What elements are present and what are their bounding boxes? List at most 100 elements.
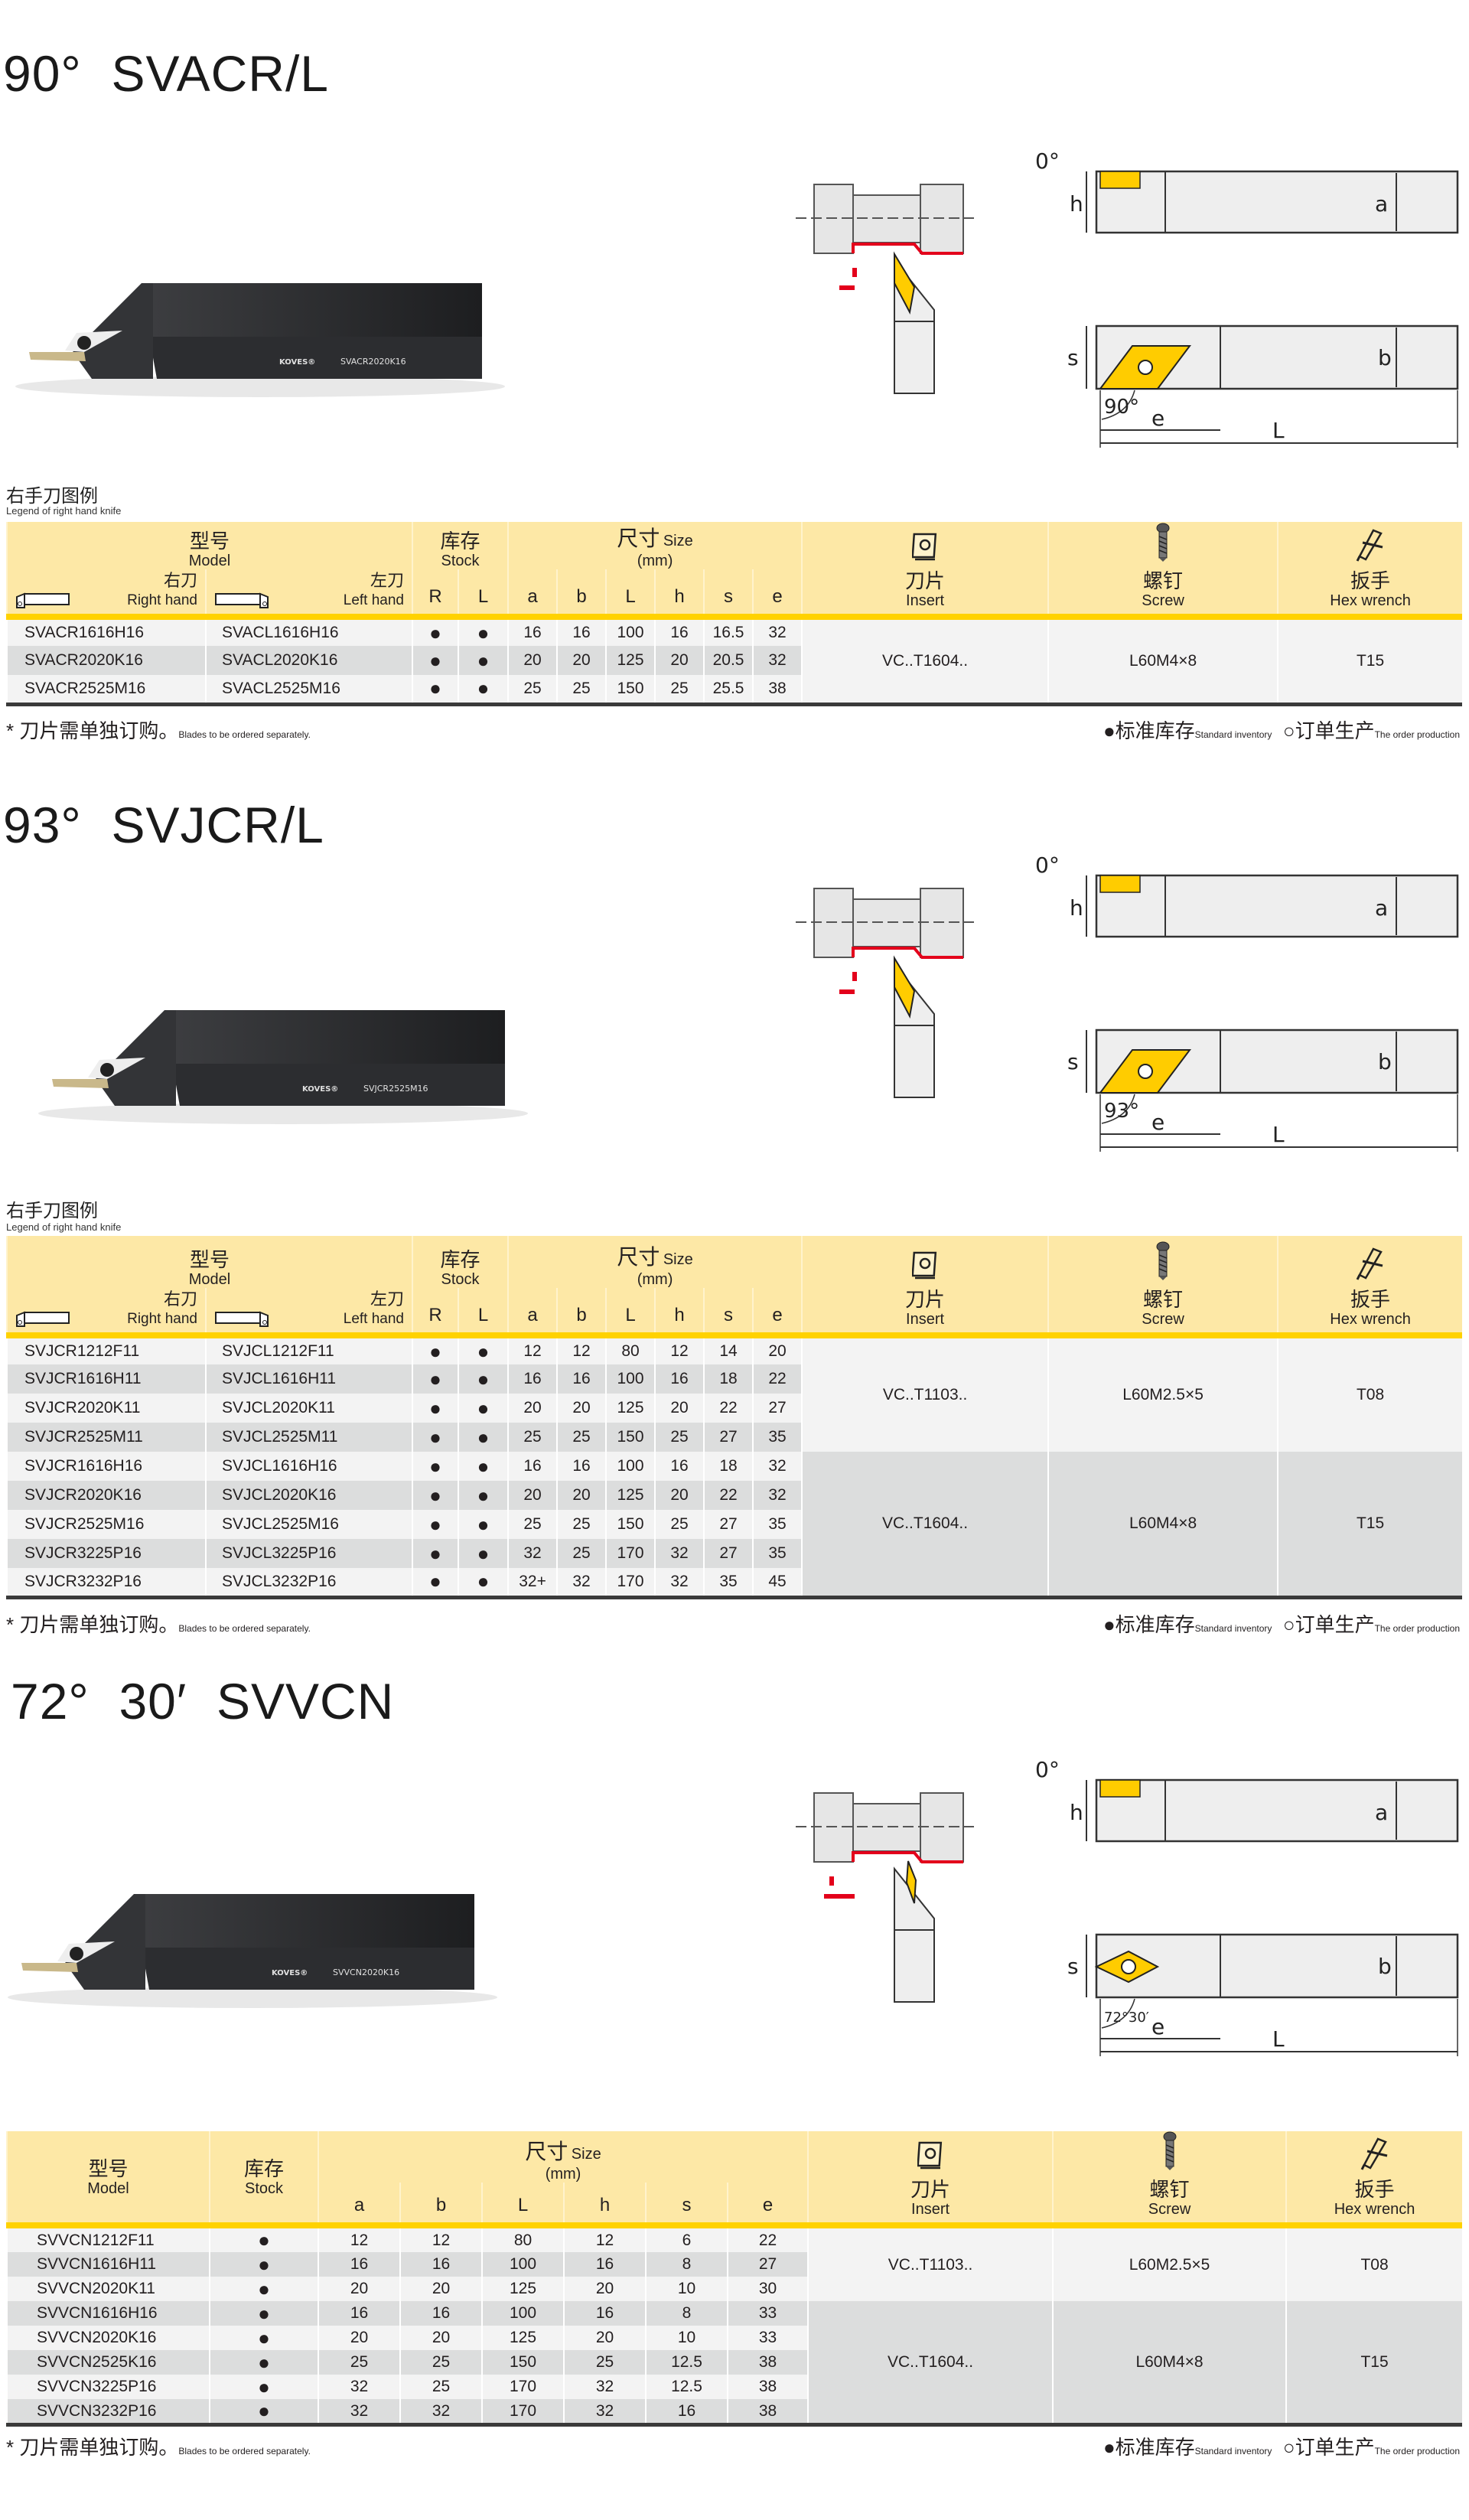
legend-title: 右手刀图例: [6, 486, 98, 507]
cell-stock_l: ●: [458, 1394, 509, 1423]
tool-body-top: [153, 283, 482, 337]
cell-e: 32: [752, 646, 803, 675]
cell-a: 32: [318, 2375, 400, 2399]
tool-top-view: [1086, 1029, 1459, 1152]
cell-insert: VC..T1604..: [801, 617, 1049, 706]
table-row: SVJCR2020K16 SVJCL2020K16 ● ● 20 20 125 20 22 32: [6, 1481, 1462, 1510]
wrench-label-en: Hex wrench: [1330, 1311, 1411, 1328]
cell-s: 27: [703, 1510, 754, 1539]
dim-L-label: L: [1272, 2026, 1285, 2052]
cell-h: 32: [654, 1539, 705, 1568]
stock-l: L: [477, 586, 489, 607]
insert-label-en: Insert: [911, 2201, 950, 2218]
screw-label-cn: 螺钉: [1143, 1288, 1184, 1311]
model-en: Model: [188, 553, 231, 569]
cell-a: 20: [507, 1394, 558, 1423]
screw-label-en: Screw: [1142, 1311, 1184, 1328]
cell-h: 12: [563, 2225, 646, 2252]
dim-L-label: L: [1272, 1122, 1285, 1147]
cell-stock_r: ●: [412, 1568, 459, 1599]
cell-screw: L60M4×8: [1047, 1452, 1278, 1599]
cell-e: 33: [726, 2301, 809, 2326]
size-en: Size: [571, 2146, 601, 2163]
tool-head: [65, 1894, 145, 1990]
cell-h: 32: [563, 2375, 646, 2399]
cell-e: 35: [752, 1423, 803, 1452]
cell-stock_r: ●: [412, 1394, 459, 1423]
cell-left: SVJCL3225P16: [204, 1539, 413, 1568]
model-cn: 型号: [190, 530, 230, 553]
model-header: 型号 Model: [6, 2131, 210, 2228]
right-hand-header: 右刀 Right hand: [6, 569, 206, 620]
lead-angle-label: 93°: [1104, 1100, 1139, 1123]
cell-model: SVVCN2020K16: [6, 2326, 210, 2350]
tool-side-view: [1086, 874, 1459, 938]
tool-body-side: [149, 337, 482, 379]
table-row: SVJCR1212F11 SVJCL1212F11 ● ● 12 12 80 12 14 20 VC…: [6, 1335, 1463, 1452]
cell-screw: L60M2.5×5: [1047, 1335, 1278, 1452]
cell-b: 25: [556, 1423, 607, 1452]
cell-e: 22: [726, 2225, 809, 2252]
stock-l-header: L: [458, 569, 509, 620]
cell-b: 16: [556, 617, 607, 646]
insert-icon: [911, 533, 937, 561]
cell-b: 25: [556, 1510, 607, 1539]
cell-h: 16: [563, 2252, 646, 2277]
cell-stock_l: ●: [458, 1568, 509, 1599]
cell-b: 32: [556, 1568, 607, 1599]
cell-stock: ●: [209, 2326, 318, 2350]
cell-b: 25: [399, 2350, 482, 2375]
footnote-en: Blades to be ordered separately.: [178, 1623, 311, 1634]
cell-s: 8: [645, 2301, 728, 2326]
wrench-label-en: Hex wrench: [1330, 592, 1411, 609]
cell-left: SVJCL1616H16: [204, 1452, 413, 1481]
cell-right: SVJCR1212F11: [6, 1335, 206, 1364]
footnote-en: Blades to be ordered separately.: [178, 2446, 311, 2456]
table-row: SVVCN2020K11 ● 20 20 125 20 10 30: [6, 2277, 1462, 2301]
size-header: 尺寸 Size (mm): [507, 522, 803, 569]
rake-angle-label: 0°: [1035, 1757, 1060, 1782]
dim-label: L: [625, 586, 636, 607]
size-en: Size: [663, 1251, 693, 1268]
cell-e: 27: [726, 2252, 809, 2277]
standard-en: Standard inventory: [1194, 729, 1272, 740]
cell-model: SVVCN2020K11: [6, 2277, 210, 2301]
cell-L: 100: [605, 1364, 656, 1394]
cell-stock_r: ●: [412, 1510, 459, 1539]
cell-right: SVJCR2525M11: [6, 1423, 206, 1452]
cell-L: 125: [481, 2326, 564, 2350]
stock-header: 库存 Stock: [209, 2131, 318, 2228]
table-row: SVJCR3232P16 SVJCL3232P16 ● ● 32+ 32 170 32 35 45: [6, 1568, 1462, 1599]
cell-stock_l: ●: [458, 1481, 509, 1510]
workpiece: [796, 1792, 974, 1863]
dimension-diagram: 0° h a s b 90° e L: [796, 148, 1459, 448]
screw-hole: [1138, 1064, 1153, 1079]
wrench-label-cn: 扳手: [1350, 1288, 1391, 1311]
size-header: 尺寸 Size (mm): [507, 1236, 803, 1288]
tool-front-view: [894, 251, 935, 394]
dim-header-s: s: [645, 2183, 728, 2228]
insert-icon: [917, 2141, 943, 2170]
cell-h: 20: [654, 1481, 705, 1510]
cell-screw: L60M2.5×5: [1052, 2225, 1287, 2301]
dim-header-a: a: [318, 2183, 400, 2228]
cell-a: 16: [507, 1364, 558, 1394]
cell-right: SVJCR3225P16: [6, 1539, 206, 1568]
tool-head: [73, 283, 153, 379]
order-en: The order production: [1374, 729, 1460, 740]
cell-stock_l: ●: [458, 1364, 509, 1394]
wrench-header: 扳手 Hex wrench: [1277, 1236, 1463, 1338]
tool-side-view: [1086, 1778, 1459, 1843]
footnote-en: Blades to be ordered separately.: [178, 729, 311, 740]
left-cn: 左刀: [370, 1289, 405, 1309]
cell-stock: ●: [209, 2277, 318, 2301]
cell-stock: ●: [209, 2375, 318, 2399]
insert-header: 刀片 Insert: [801, 522, 1049, 620]
cell-insert: VC..T1604..: [807, 2301, 1054, 2427]
legend-subtitle: Legend of right hand knife: [6, 505, 122, 517]
cell-model: SVVCN1616H11: [6, 2252, 210, 2277]
dim-label: a: [527, 1305, 538, 1325]
cell-stock_r: ●: [412, 1539, 459, 1568]
table-row: SVVCN1212F11 ● 12 12 80 12 6 22 VC..T1103.. L60M2…: [6, 2225, 1463, 2301]
cell-screw: L60M4×8: [1047, 617, 1278, 706]
